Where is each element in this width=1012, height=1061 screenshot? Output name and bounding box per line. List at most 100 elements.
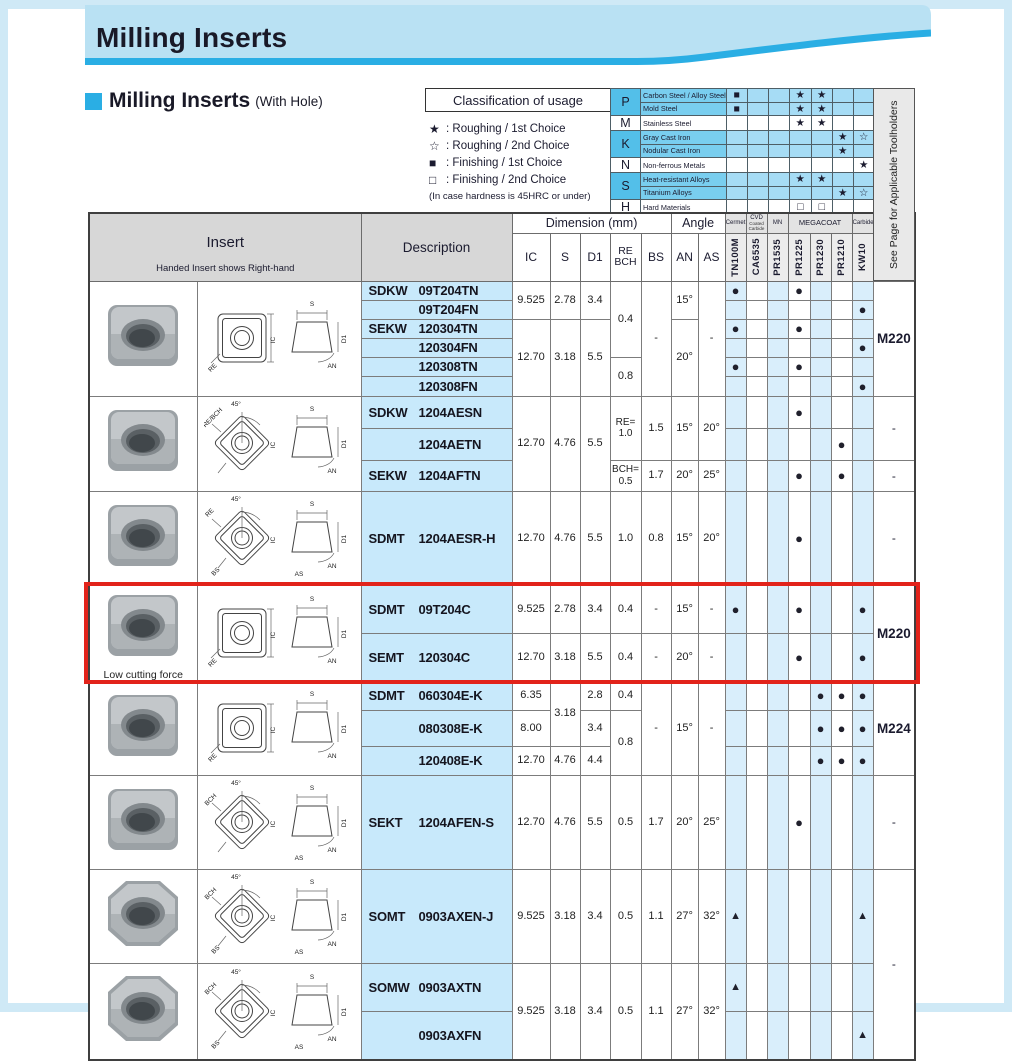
dimension-cell: 0.8 [609,356,642,397]
svg-text:IC: IC [270,1009,277,1016]
usage-mark-cell: ■ [725,101,748,116]
svg-text:AN: AN [327,563,336,570]
grade-mark-cell [745,1010,768,1061]
insert-photo-cell [88,280,198,397]
dimension-cell: - [640,680,672,776]
grade-mark-cell: ● [787,356,811,377]
svg-text:S: S [310,879,315,886]
svg-text:45°: 45° [231,400,241,408]
dim-col-header: D1 [579,232,611,282]
material-name: Titanium Alloys [640,185,727,200]
grade-mark-cell [809,459,832,492]
dimension-cell: 0.4 [609,584,642,634]
description-cell: SOMT 0903AXEN-J [360,868,513,964]
description-cell: SDKW 09T204TN [360,280,513,301]
insert-row: 1204AETN ● [89,427,915,461]
material-class-H: H [610,199,641,215]
dimension-cell: 12.70 [511,318,551,397]
usage-mark-cell [810,157,833,173]
grade-mark-cell [830,1010,853,1061]
dimension-cell: 20° [697,490,726,586]
grade-mark-cell [809,427,832,461]
svg-text:AS: AS [295,571,304,578]
usage-mark-cell [852,172,875,187]
toolholder-page-cell: M220 [872,280,916,397]
dimension-cell: 12.70 [511,490,551,586]
insert-drawing-image: RE IC S D1 AN [207,301,348,374]
svg-text:S: S [310,974,315,981]
insert-row: 09T204FN ● [89,299,915,320]
dimension-cell: 25° [697,774,726,870]
grade-mark-cell [766,490,789,586]
dimension-cell: 3.4 [579,709,611,747]
usage-mark-cell [746,88,769,103]
svg-text:D1: D1 [341,818,348,827]
grade-mark-cell [745,375,768,397]
legend-list: ★: Roughing / 1st Choice ☆: Roughing / 2n… [429,120,619,188]
square-outline-icon: □ [429,172,437,187]
insert-drawing-cell: BCH BS 45° IC S D1 AN AS [196,868,362,964]
page-title: Milling Inserts [96,22,288,53]
dimension-cell: 25° [697,459,726,492]
usage-mark-cell [767,130,790,145]
usage-mark-cell: ★ [788,172,812,187]
dimension-cell: 0.8 [640,490,672,586]
svg-text:45°: 45° [231,495,241,503]
usage-mark-cell [788,143,812,158]
grade-mark-cell [787,709,811,747]
dimension-cell: 15° [670,280,699,320]
usage-mark-cell: ★ [810,172,833,187]
page-edge-left [0,0,8,1012]
grade-mark-cell [724,632,747,682]
grade-mark-cell [809,1010,832,1061]
grade-mark-cell: ● [724,280,747,301]
svg-text:D1: D1 [341,629,348,638]
grade-header-ca6535: CA6535 [745,232,768,282]
dimension-cell: 5.5 [579,395,611,492]
insert-photo-image [108,788,179,850]
grade-mark-cell [724,1010,747,1061]
grade-mark-cell [809,318,832,339]
svg-text:D1: D1 [341,334,348,343]
description-cell: 120408E-K [360,745,513,776]
insert-drawing-image: RE BS 45° IC S D1 AN AS [204,495,348,578]
grade-mark-cell [745,868,768,964]
dimension-cell: 3.4 [579,868,611,964]
grade-header-pr1225: PR1225 [787,232,811,282]
grade-mark-cell [766,337,789,358]
svg-text:D1: D1 [341,912,348,921]
description-cell: 1204AETN [360,427,513,461]
grade-mark-cell: ● [851,299,874,320]
usage-mark-cell [746,101,769,116]
usage-mark-cell [767,157,790,173]
insert-row: RE/BCH 45° IC S D1 AN SDKW 1204AESN 12.70 4.76 5.5… [88,395,916,492]
grade-mark-cell: ● [809,745,832,776]
usage-mark-cell [767,101,790,116]
angle-header: Angle [670,212,726,234]
svg-text:AN: AN [327,1036,336,1043]
grade-header-kw10: KW10 [851,232,874,282]
dimension-cell: 1.1 [640,868,672,964]
grade-mark-cell: ● [851,375,874,397]
grade-header-pr1230: PR1230 [809,232,832,282]
grade-mark-cell: ▲ [724,962,747,1012]
dim-col-header: IC [511,232,551,282]
insert-drawing-image: RE IC S D1 AN [207,691,348,764]
grade-mark-cell [745,774,768,870]
grade-mark-cell [830,868,853,964]
grade-mark-cell [787,337,811,358]
dim-col-header: AS [697,232,726,282]
toolholder-page-cell: M220 [872,584,916,682]
svg-text:RE: RE [207,362,219,374]
grade-mark-cell [830,280,853,301]
insert-row: 080308E-K 8.00 3.4 0.8 ● ● ● [89,709,915,776]
svg-text:AN: AN [327,468,336,475]
usage-mark-cell [788,157,812,173]
description-cell: SOMW 0903AXTN [360,962,513,1012]
grade-mark-cell [830,395,853,429]
dimension-cell: 4.76 [549,395,581,492]
svg-text:AS: AS [295,949,304,956]
grade-category-header: MEGACOAT [787,212,853,234]
grade-mark-cell [787,745,811,776]
toolholder-page-cell: - [872,774,916,870]
